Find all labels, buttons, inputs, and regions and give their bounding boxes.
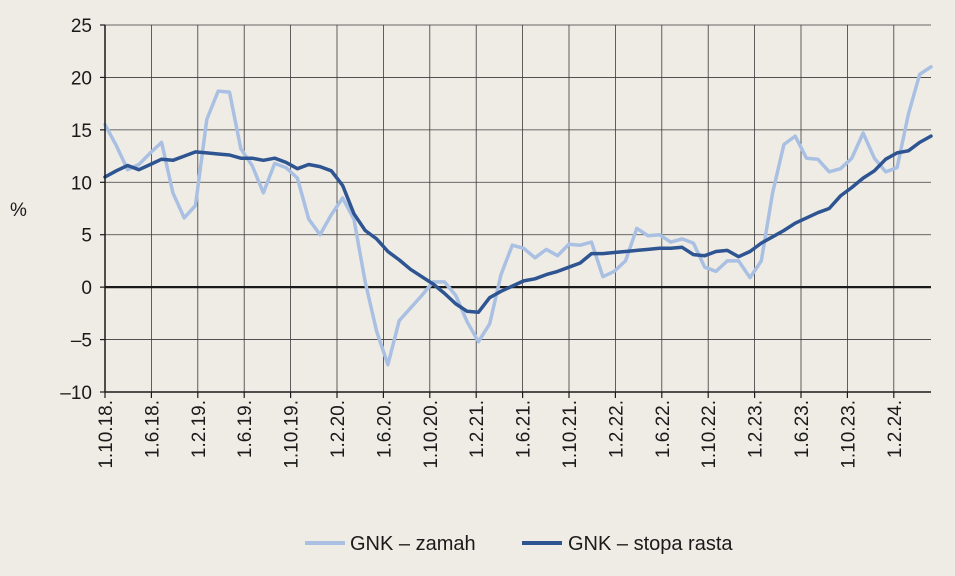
legend-label-stopa-rasta: GNK – stopa rasta — [568, 533, 733, 555]
y-tick-label: –5 — [71, 331, 92, 352]
x-tick-label: 1.2.22. — [606, 400, 627, 458]
x-tick-label: 1.10.18. — [96, 400, 117, 469]
x-tick-label: 1.6.21. — [514, 400, 535, 458]
legend: GNK – zamah GNK – stopa rasta — [305, 533, 733, 555]
x-tick-label: 1.6.19. — [235, 400, 256, 458]
legend-item-zamah: GNK – zamah — [305, 533, 476, 555]
y-tick-label: 20 — [71, 68, 92, 89]
y-tick-label: 10 — [71, 173, 92, 194]
y-tick-label: 5 — [81, 226, 92, 247]
y-tick-label: 15 — [71, 121, 92, 142]
x-tick-label: 1.10.20. — [421, 400, 442, 469]
x-tick-label: 1.10.23. — [838, 400, 859, 469]
x-tick-label: 1.10.19. — [282, 400, 303, 469]
x-tick-label: 1.10.22. — [699, 400, 720, 469]
y-axis-ticks: 25 20 15 10 5 0 –5 –10 — [60, 16, 105, 404]
grid-lines — [105, 24, 931, 393]
legend-item-stopa-rasta: GNK – stopa rasta — [522, 533, 733, 555]
x-tick-label: 1.6.23. — [792, 400, 813, 458]
x-tick-label: 1.6.22. — [653, 400, 674, 458]
x-tick-label: 1.10.21. — [560, 400, 581, 469]
x-axis-ticks: 1.10.18. 1.6.18. 1.2.19. 1.6.19. 1.10.19. 1.2… — [96, 392, 906, 469]
x-tick-label: 1.2.20. — [328, 400, 349, 458]
x-tick-label: 1.6.20. — [374, 400, 395, 458]
series-line-stopa-rasta — [103, 134, 933, 315]
y-tick-label: 25 — [71, 16, 92, 37]
series-layer — [103, 65, 933, 367]
y-tick-label: –10 — [60, 383, 92, 404]
x-tick-label: 1.2.24. — [885, 400, 906, 458]
legend-label-zamah: GNK – zamah — [350, 533, 476, 555]
y-tick-label: 0 — [81, 278, 92, 299]
series-line-zamah — [103, 65, 933, 367]
y-axis-label: % — [10, 200, 27, 221]
x-tick-label: 1.2.21. — [467, 400, 488, 458]
x-tick-label: 1.6.18. — [142, 400, 163, 458]
x-tick-label: 1.2.19. — [189, 400, 210, 458]
x-tick-label: 1.2.23. — [746, 400, 767, 458]
